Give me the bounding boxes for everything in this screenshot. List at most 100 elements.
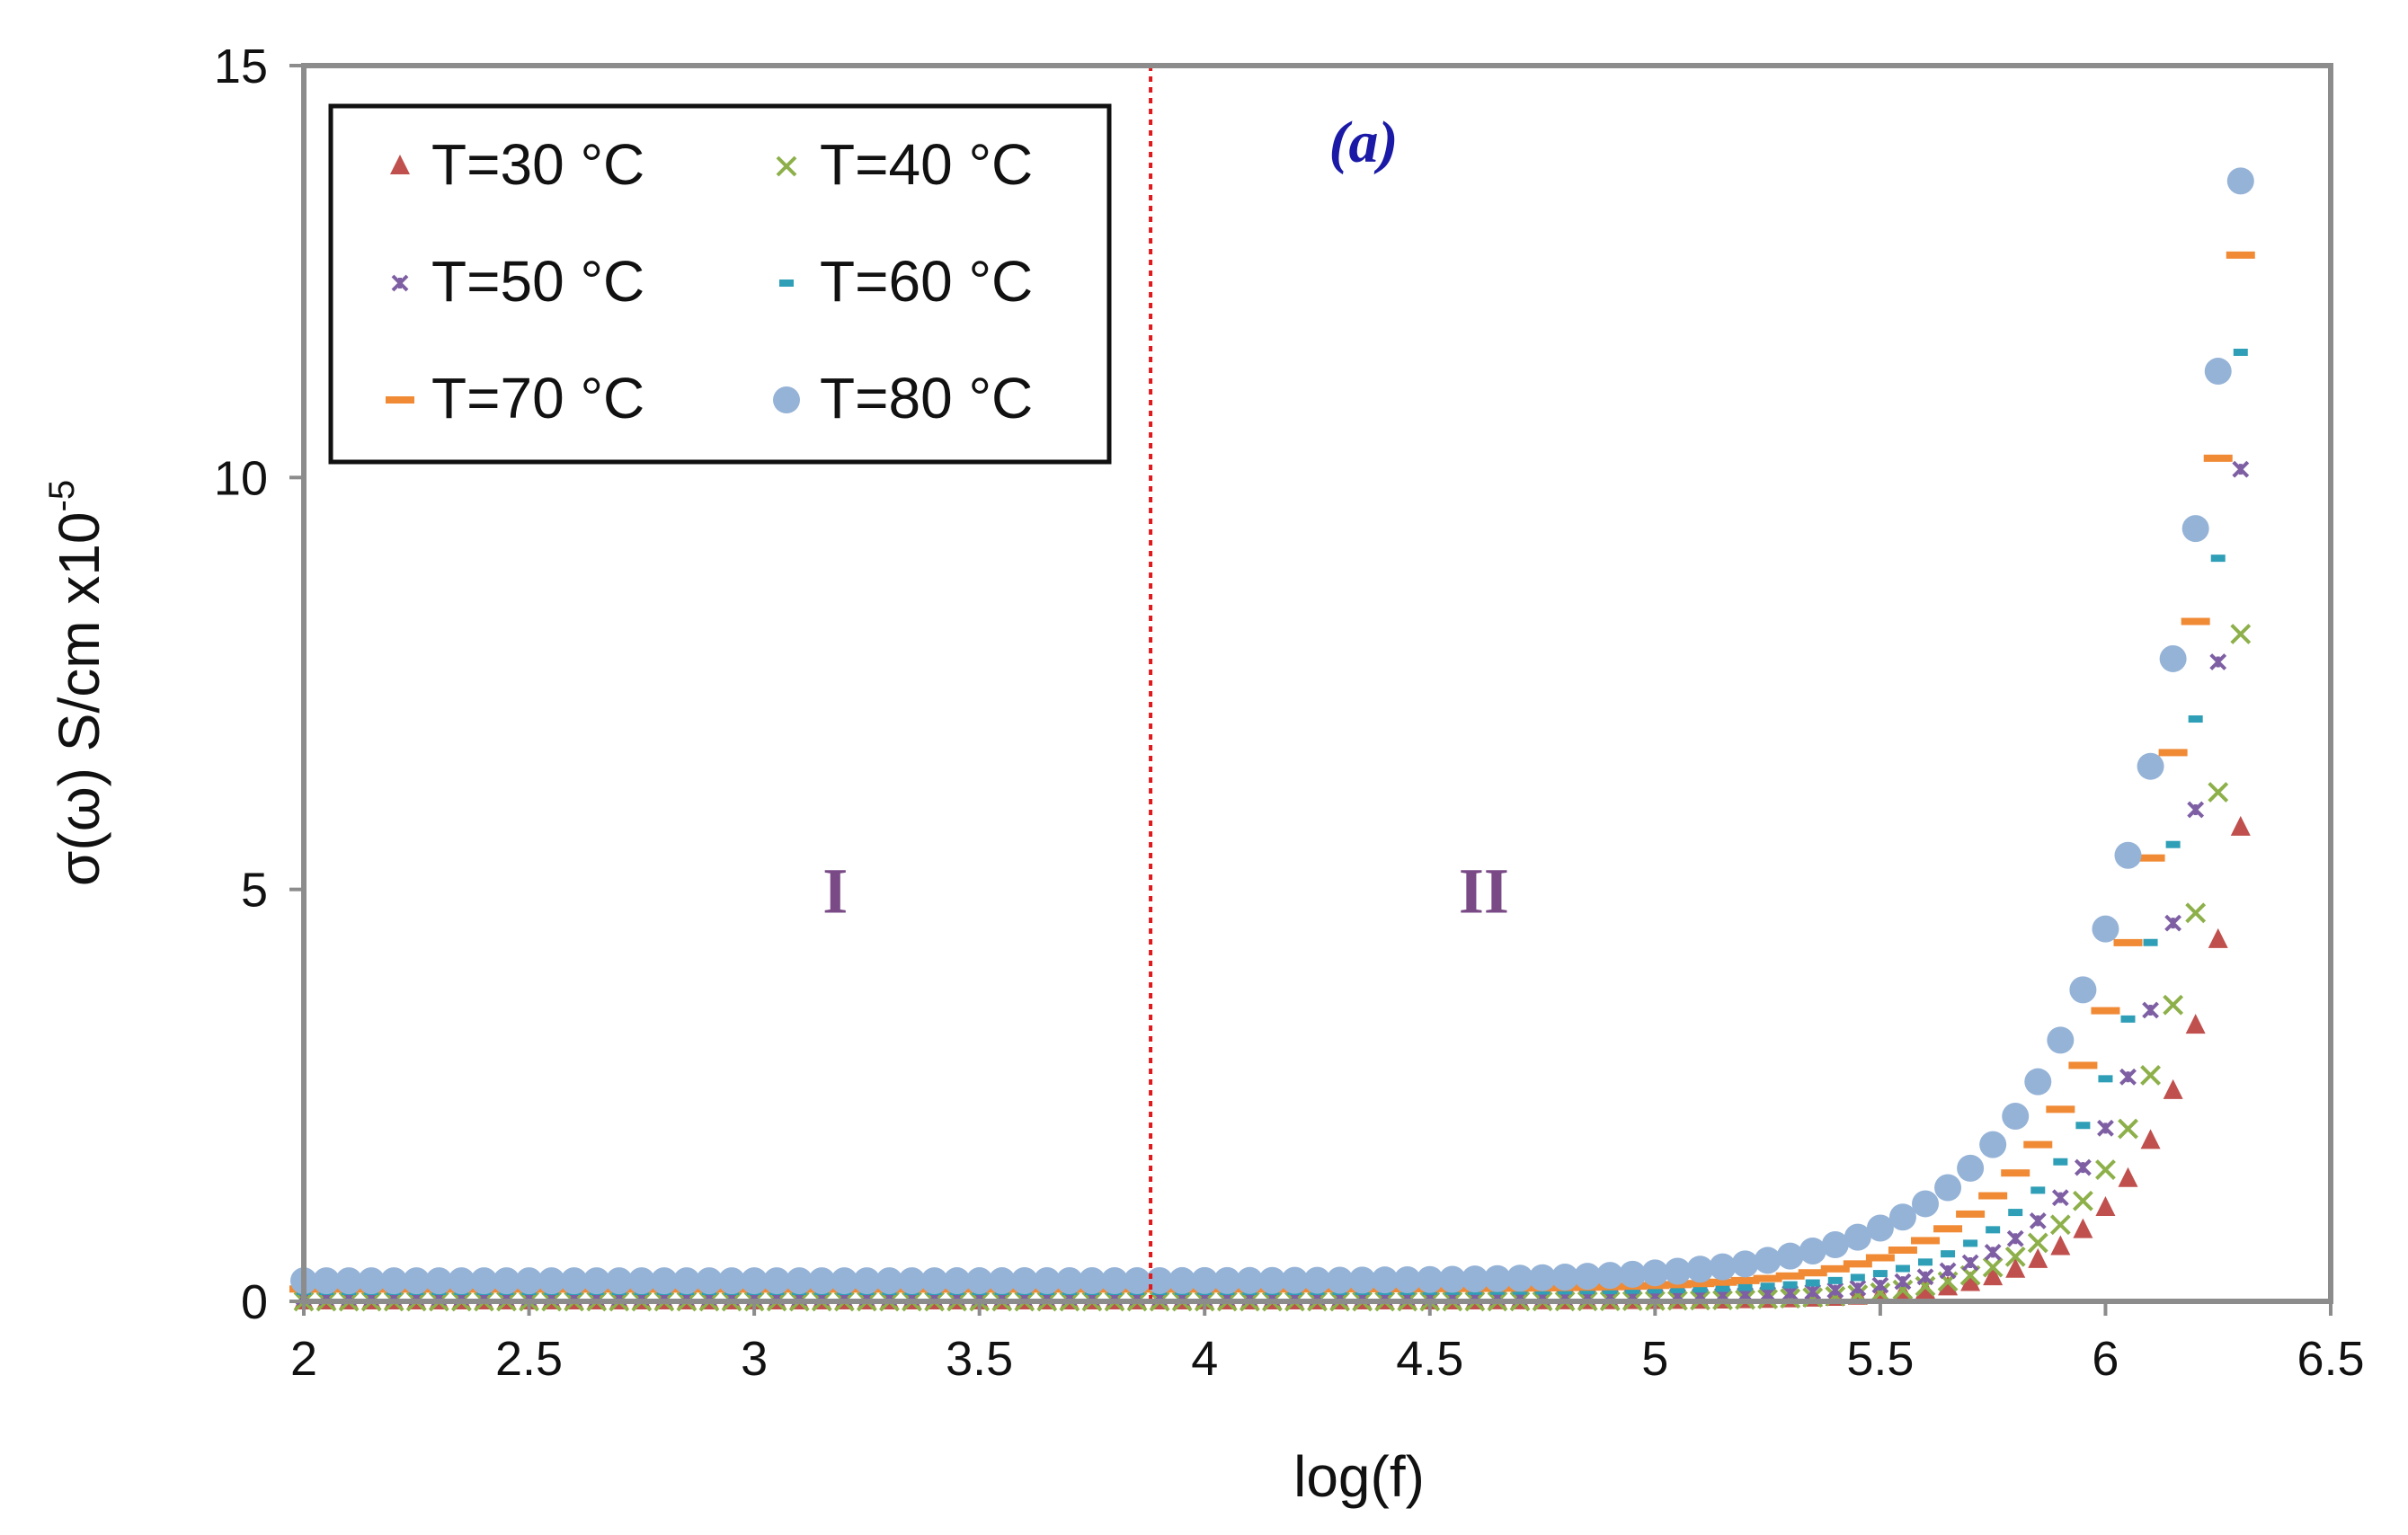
data-point xyxy=(1055,1267,1083,1295)
data-point xyxy=(2164,914,2182,932)
x-tick-label: 3 xyxy=(741,1332,768,1386)
legend-markers xyxy=(386,155,800,413)
panel-label: (a) xyxy=(1329,110,1399,175)
data-point xyxy=(672,1267,700,1295)
data-point xyxy=(1258,1266,1286,1294)
data-point xyxy=(2030,1186,2046,1194)
data-point xyxy=(1986,1226,2001,1234)
y-axis-title-main: σ(ω) S/cm x10 xyxy=(47,511,111,886)
data-point xyxy=(2029,1212,2047,1229)
legend-marker xyxy=(779,279,794,287)
y-tick-label: 10 xyxy=(214,451,268,505)
data-point xyxy=(831,1267,858,1295)
data-point xyxy=(538,1267,565,1295)
data-point xyxy=(2002,1102,2030,1130)
data-point xyxy=(2140,1129,2161,1149)
data-point xyxy=(1625,1286,1640,1294)
data-point xyxy=(808,1267,836,1295)
legend-marker xyxy=(773,386,800,413)
data-point xyxy=(988,1267,1016,1295)
data-point xyxy=(1010,1267,1038,1295)
x-tick-label: 5 xyxy=(1641,1332,1668,1386)
data-point xyxy=(1506,1264,1533,1292)
data-point xyxy=(1805,1279,1820,1287)
data-point xyxy=(1849,1279,1867,1297)
data-point xyxy=(1984,1243,2002,1261)
data-point xyxy=(1918,1258,1933,1266)
data-point xyxy=(2004,1246,2026,1267)
data-point xyxy=(358,1267,386,1295)
data-point xyxy=(920,1267,948,1295)
data-point xyxy=(2118,1118,2138,1140)
data-point xyxy=(1776,1242,1804,1270)
data-point xyxy=(2118,1167,2138,1187)
data-point xyxy=(2068,1061,2098,1069)
data-point xyxy=(718,1267,746,1295)
data-point xyxy=(1961,1254,1979,1272)
data-point xyxy=(1982,1256,2004,1278)
data-point xyxy=(2181,515,2209,543)
series-80c xyxy=(290,167,2254,1295)
data-point xyxy=(853,1267,881,1295)
data-point xyxy=(2158,749,2188,757)
data-point xyxy=(943,1267,971,1295)
legend-label-t60: T=60 °C xyxy=(820,249,1033,314)
data-point xyxy=(1574,1263,1602,1291)
data-point xyxy=(2181,617,2210,626)
data-point xyxy=(1979,1131,2007,1158)
data-point xyxy=(1753,1274,1782,1282)
data-point xyxy=(1603,1286,1618,1294)
data-point xyxy=(2047,1026,2075,1054)
data-point xyxy=(1934,1174,1962,1202)
data-point xyxy=(2027,1232,2048,1254)
data-point xyxy=(1888,1203,1916,1231)
data-point xyxy=(2074,1158,2092,1176)
data-point xyxy=(763,1267,791,1295)
data-point xyxy=(1648,1286,1663,1294)
data-point xyxy=(1416,1265,1444,1293)
data-point xyxy=(1820,1264,1850,1273)
data-point xyxy=(1827,1276,1843,1284)
data-point xyxy=(2143,938,2158,946)
data-point xyxy=(2204,358,2232,386)
data-point xyxy=(2233,349,2248,356)
data-point xyxy=(2208,927,2228,948)
data-point xyxy=(1191,1266,1219,1294)
data-point xyxy=(1865,1254,1895,1262)
data-point xyxy=(2165,840,2181,848)
data-point xyxy=(650,1267,678,1295)
data-point xyxy=(1670,1285,1685,1293)
y-tick-label: 15 xyxy=(214,40,268,93)
data-point xyxy=(2008,1209,2023,1217)
legend-marker xyxy=(390,155,410,174)
data-point xyxy=(1850,1273,1865,1282)
data-point xyxy=(1326,1266,1354,1294)
data-point xyxy=(2203,454,2233,462)
data-point xyxy=(1483,1264,1511,1292)
data-point xyxy=(2114,841,2142,869)
data-point xyxy=(605,1267,633,1295)
data-point xyxy=(2226,251,2255,259)
data-point xyxy=(627,1267,655,1295)
data-point xyxy=(1804,1282,1822,1300)
data-point xyxy=(1551,1263,1579,1291)
data-point xyxy=(1872,1270,1888,1278)
data-point xyxy=(2209,653,2227,670)
data-point xyxy=(470,1267,498,1295)
data-point xyxy=(1939,1262,1957,1280)
data-point xyxy=(1754,1247,1782,1274)
data-point xyxy=(1821,1231,1849,1259)
legend-marker xyxy=(386,396,414,404)
y-tick-label: 0 xyxy=(241,1275,268,1329)
data-point xyxy=(898,1267,926,1295)
data-point xyxy=(1888,1247,1917,1255)
legend-label-t50: T=50 °C xyxy=(431,249,644,314)
data-point xyxy=(1281,1266,1309,1294)
data-point xyxy=(2185,902,2207,924)
data-point xyxy=(1709,1253,1737,1281)
legend: T=30 °C T=40 °C T=50 °C T=60 °C T=70 °C … xyxy=(328,103,1112,465)
x-tick-label: 4.5 xyxy=(1396,1332,1463,1386)
data-point xyxy=(1348,1266,1376,1294)
data-point xyxy=(425,1267,453,1295)
data-point xyxy=(696,1267,723,1295)
